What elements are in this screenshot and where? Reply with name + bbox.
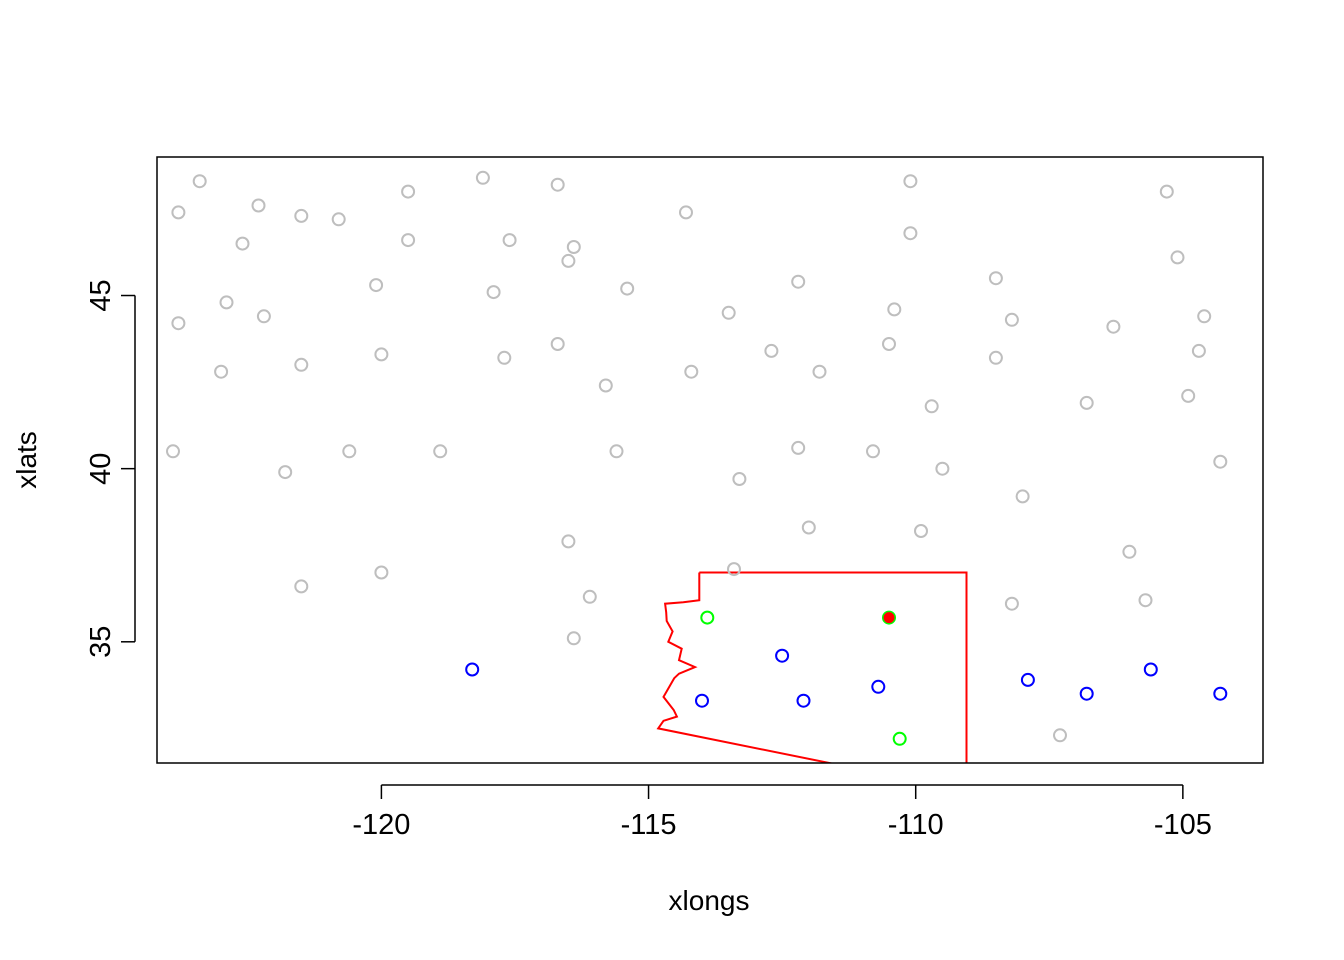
data-point — [294, 208, 309, 223]
data-point — [497, 350, 512, 365]
data-point — [620, 281, 635, 296]
data-point — [695, 693, 709, 708]
data-point — [1079, 686, 1094, 701]
x-tick-label: -110 — [888, 809, 944, 841]
data-point — [791, 274, 806, 289]
data-point — [235, 236, 250, 251]
x-tick-label: -105 — [1154, 809, 1212, 841]
data-point — [914, 524, 928, 538]
data-point — [166, 444, 180, 459]
data-point — [251, 198, 266, 213]
data-point — [256, 309, 271, 324]
data-point — [171, 316, 186, 331]
data-point — [1159, 184, 1174, 199]
data-point — [465, 662, 480, 677]
data-point — [684, 364, 699, 379]
data-point — [1122, 544, 1137, 559]
data-point — [598, 378, 613, 393]
data-point — [433, 444, 448, 459]
x-tick-label: -120 — [352, 809, 410, 841]
data-point — [561, 534, 576, 549]
data-point — [732, 472, 747, 486]
data-point — [192, 174, 207, 189]
data-point — [401, 184, 416, 199]
y-tick-label: 35 — [85, 626, 117, 658]
data-point — [892, 731, 907, 746]
data-point — [374, 565, 389, 580]
data-point — [924, 399, 939, 414]
data-point — [214, 364, 229, 379]
data-point — [566, 631, 581, 646]
data-point — [401, 233, 416, 248]
data-point — [609, 444, 624, 459]
data-point — [1079, 395, 1094, 410]
data-point — [1170, 250, 1185, 265]
data-point — [775, 648, 790, 663]
data-point — [679, 205, 693, 220]
axes-layer: -120 -115 -110 -105 35 40 45 — [85, 279, 1212, 841]
data-point — [374, 347, 389, 362]
data-point — [1015, 489, 1030, 504]
data-point — [796, 693, 811, 708]
data-point — [294, 357, 309, 372]
data-point — [866, 444, 880, 459]
arizona-outline — [656, 571, 968, 763]
data-point — [278, 465, 293, 480]
data-point — [502, 233, 517, 248]
data-point — [883, 612, 895, 624]
data-point — [882, 610, 896, 625]
data-point — [1004, 312, 1019, 327]
data-point — [801, 520, 816, 535]
data-point — [1191, 343, 1206, 358]
data-point — [935, 461, 950, 476]
data-point — [988, 350, 1003, 365]
data-point — [903, 174, 918, 189]
data-point — [871, 679, 886, 694]
data-point — [887, 302, 902, 317]
y-tick-label: 40 — [85, 453, 117, 485]
data-point — [1181, 388, 1196, 403]
data-point — [1020, 672, 1035, 687]
data-point — [550, 337, 565, 351]
data-point — [727, 562, 741, 577]
data-point — [1053, 728, 1067, 743]
data-point — [721, 305, 736, 320]
data-point — [369, 278, 384, 293]
data-point — [331, 212, 346, 227]
data-point — [1138, 593, 1153, 608]
data-point — [988, 271, 1003, 286]
data-point — [342, 444, 357, 459]
data-point — [486, 285, 501, 300]
data-point — [1004, 596, 1019, 611]
data-point — [1197, 309, 1212, 324]
data-point — [812, 364, 827, 379]
data-point — [882, 337, 896, 351]
plot-frame — [156, 156, 1264, 764]
x-tick-label: -115 — [621, 809, 677, 841]
data-point — [550, 177, 565, 192]
data-point — [294, 579, 309, 594]
y-axis-label: xlats — [11, 431, 42, 489]
data-point — [171, 205, 186, 220]
state-outline-layer — [656, 571, 968, 763]
data-point — [903, 226, 918, 241]
data-point — [219, 295, 234, 310]
data-point — [561, 253, 576, 268]
data-point — [1213, 454, 1228, 469]
data-point — [1213, 686, 1228, 701]
data-point — [764, 343, 779, 358]
data-point — [791, 440, 806, 455]
points-layer — [166, 170, 1228, 746]
data-point — [700, 610, 715, 625]
data-point — [582, 589, 597, 604]
y-tick-label: 45 — [85, 279, 117, 311]
x-axis-label: xlongs — [669, 885, 750, 916]
data-point — [1106, 319, 1121, 334]
data-point — [566, 240, 581, 254]
data-point — [1143, 662, 1158, 677]
data-point — [475, 170, 490, 185]
